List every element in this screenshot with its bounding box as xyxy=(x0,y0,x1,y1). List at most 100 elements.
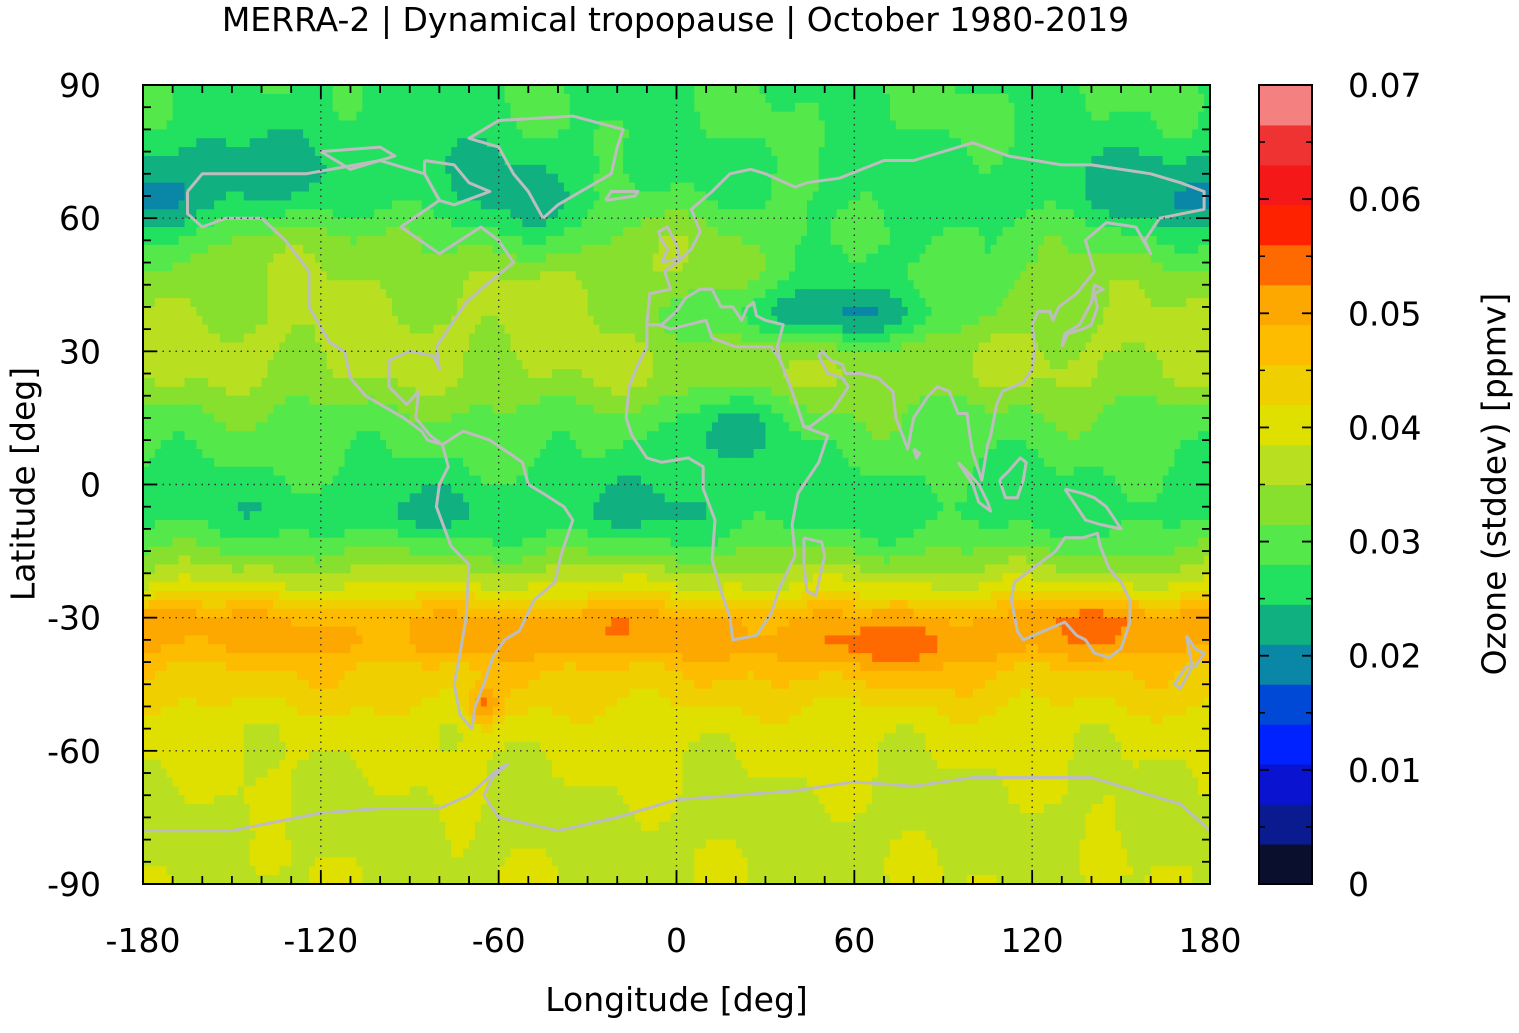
field-cell xyxy=(688,200,695,210)
field-cell xyxy=(996,227,1004,237)
field-cell xyxy=(771,85,778,95)
field-cell xyxy=(800,244,808,255)
field-cell xyxy=(522,280,529,290)
field-cell xyxy=(397,209,405,219)
field-cell xyxy=(143,156,150,166)
field-cell xyxy=(172,102,180,113)
field-cell xyxy=(854,138,861,148)
field-cell xyxy=(1067,102,1075,113)
field-cell xyxy=(148,315,156,326)
field-cell xyxy=(889,164,897,175)
field-cell xyxy=(723,138,731,148)
field-cell xyxy=(617,315,624,326)
field-cell xyxy=(1008,138,1015,148)
field-cell xyxy=(682,253,689,264)
field-cell xyxy=(338,280,346,290)
field-cell xyxy=(267,227,275,237)
field-cell xyxy=(214,164,221,175)
field-cell xyxy=(1079,298,1087,308)
field-cell xyxy=(806,235,814,246)
field-cell xyxy=(1026,244,1033,255)
field-cell xyxy=(362,85,369,95)
field-cell xyxy=(587,289,595,299)
field-cell xyxy=(605,324,612,335)
field-cell xyxy=(510,271,518,281)
field-cell xyxy=(184,164,192,175)
field-cell xyxy=(220,200,227,210)
field-cell xyxy=(415,227,423,237)
field-cell xyxy=(972,271,980,281)
field-cell xyxy=(1085,182,1093,193)
field-cell xyxy=(907,289,915,299)
field-cell xyxy=(664,289,672,299)
field-cell xyxy=(1097,156,1104,166)
field-cell xyxy=(652,253,660,264)
field-cell xyxy=(273,102,280,113)
field-cell xyxy=(1026,306,1033,317)
field-cell xyxy=(1079,147,1087,157)
field-cell xyxy=(617,164,624,175)
field-cell xyxy=(872,111,879,122)
field-cell xyxy=(800,156,808,166)
field-cell xyxy=(706,271,713,281)
field-cell xyxy=(255,271,263,281)
field-cell xyxy=(1109,315,1116,326)
field-cell xyxy=(581,173,589,184)
field-cell xyxy=(747,156,755,166)
field-cell xyxy=(1026,218,1033,228)
field-cell xyxy=(510,111,518,122)
field-cell xyxy=(919,85,927,95)
field-cell xyxy=(759,235,767,246)
field-cell xyxy=(474,235,482,246)
field-cell xyxy=(943,253,950,264)
field-cell xyxy=(528,253,535,264)
field-cell xyxy=(1115,227,1122,237)
field-cell xyxy=(534,271,541,281)
field-cell xyxy=(397,102,405,113)
field-cell xyxy=(806,102,814,113)
field-cell xyxy=(688,138,695,148)
field-cell xyxy=(463,280,470,290)
field-cell xyxy=(1038,271,1045,281)
field-cell xyxy=(635,306,642,317)
field-cell xyxy=(812,253,820,264)
field-cell xyxy=(214,156,221,166)
field-cell xyxy=(214,262,221,273)
field-cell xyxy=(255,253,263,264)
field-cell xyxy=(297,173,304,184)
field-cell xyxy=(723,298,731,308)
field-cell xyxy=(249,280,257,290)
field-cell xyxy=(1109,111,1116,122)
field-cell xyxy=(925,120,932,130)
field-cell xyxy=(581,120,589,130)
field-cell xyxy=(611,218,618,228)
field-cell xyxy=(889,306,897,317)
field-cell xyxy=(1073,173,1081,184)
field-cell xyxy=(1073,280,1081,290)
field-cell xyxy=(344,200,352,210)
field-cell xyxy=(694,138,701,148)
field-cell xyxy=(552,218,559,228)
field-cell xyxy=(931,93,938,104)
field-cell xyxy=(1026,235,1033,246)
field-cell xyxy=(1008,191,1015,202)
field-cell xyxy=(427,280,435,290)
field-cell xyxy=(1020,271,1027,281)
field-cell xyxy=(528,93,535,104)
field-cell xyxy=(812,315,820,326)
field-cell xyxy=(990,253,998,264)
field-cell xyxy=(308,289,316,299)
field-cell xyxy=(403,271,411,281)
field-cell xyxy=(546,147,553,157)
field-cell xyxy=(670,129,678,139)
field-cell xyxy=(1121,120,1128,130)
field-cell xyxy=(172,182,180,193)
field-cell xyxy=(676,129,684,139)
field-cell xyxy=(605,218,612,228)
field-cell xyxy=(700,306,707,317)
field-cell xyxy=(285,164,292,175)
field-cell xyxy=(818,93,826,104)
field-cell xyxy=(486,306,494,317)
field-cell xyxy=(1168,120,1176,130)
field-cell xyxy=(504,235,512,246)
